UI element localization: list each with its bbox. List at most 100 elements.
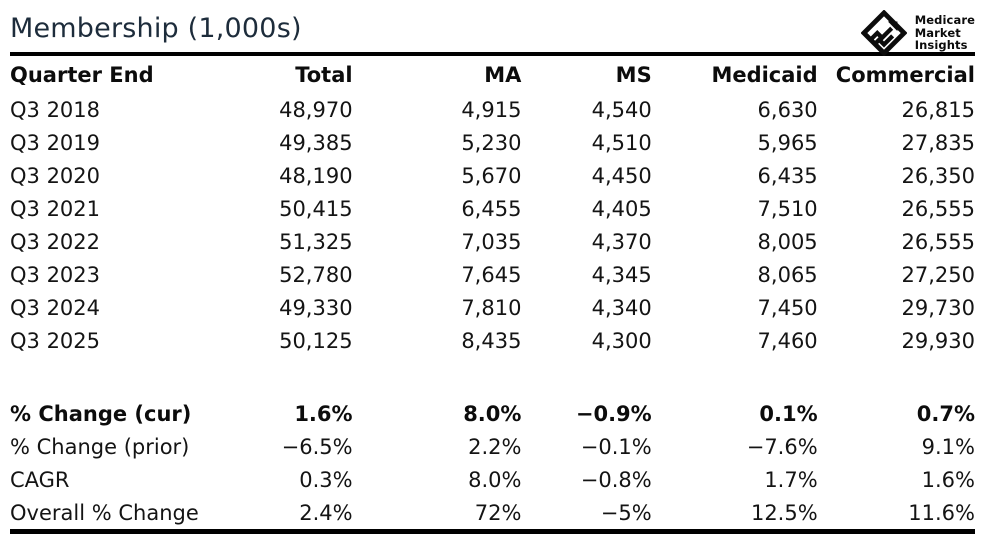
value-cell: 7,035 bbox=[461, 229, 522, 254]
value-cell: 0.3% bbox=[299, 467, 353, 492]
value-cell: 8,065 bbox=[757, 262, 818, 287]
value-cell: 27,835 bbox=[901, 130, 975, 155]
spacer-cell bbox=[10, 357, 975, 397]
table-row: Q3 2018 48,970 4,915 4,540 6,630 26,815 bbox=[10, 93, 975, 126]
value-cell: 0.7% bbox=[916, 401, 975, 426]
value-cell: 7,510 bbox=[757, 196, 818, 221]
value-cell: 7,645 bbox=[461, 262, 522, 287]
value-cell: 1.6% bbox=[294, 401, 353, 426]
summary-row-cagr: CAGR 0.3% 8.0% −0.8% 1.7% 1.6% bbox=[10, 463, 975, 496]
table-row: Q3 2020 48,190 5,670 4,450 6,435 26,350 bbox=[10, 159, 975, 192]
value-cell: 4,510 bbox=[591, 130, 652, 155]
value-cell: 9.1% bbox=[921, 434, 975, 459]
value-cell: 49,330 bbox=[279, 295, 353, 320]
value-cell: 26,555 bbox=[901, 229, 975, 254]
value-cell: 29,930 bbox=[901, 328, 975, 353]
value-cell: 12.5% bbox=[750, 500, 818, 525]
row-label-cell: Q3 2024 bbox=[10, 295, 101, 320]
value-cell: 26,350 bbox=[901, 163, 975, 188]
value-cell: −0.1% bbox=[580, 434, 652, 459]
table-row: Q3 2025 50,125 8,435 4,300 7,460 29,930 bbox=[10, 324, 975, 357]
value-cell: 4,300 bbox=[591, 328, 652, 353]
value-cell: 2.4% bbox=[299, 500, 353, 525]
row-label-cell: Q3 2023 bbox=[10, 262, 101, 287]
value-cell: 5,230 bbox=[461, 130, 522, 155]
row-label-cell: Overall % Change bbox=[10, 500, 199, 525]
value-cell: 50,125 bbox=[279, 328, 353, 353]
value-cell: 7,460 bbox=[757, 328, 818, 353]
value-cell: −6.5% bbox=[281, 434, 353, 459]
value-cell: 11.6% bbox=[908, 500, 975, 525]
value-cell: −7.6% bbox=[746, 434, 818, 459]
value-cell: 5,965 bbox=[757, 130, 818, 155]
page-header: Membership (1,000s) Medicare Market Insi… bbox=[0, 0, 987, 56]
column-header-ma: MA bbox=[484, 62, 522, 87]
column-header-commercial: Commercial bbox=[835, 62, 975, 87]
row-label-cell: Q3 2018 bbox=[10, 97, 101, 122]
row-label-cell: % Change (prior) bbox=[10, 434, 190, 459]
value-cell: 8.0% bbox=[468, 467, 522, 492]
value-cell: 48,970 bbox=[279, 97, 353, 122]
value-cell: 0.1% bbox=[759, 401, 818, 426]
value-cell: −0.9% bbox=[575, 401, 652, 426]
value-cell: 4,540 bbox=[591, 97, 652, 122]
column-header-quarter-end: Quarter End bbox=[10, 62, 154, 87]
summary-row-overall-pct-change: Overall % Change 2.4% 72% −5% 12.5% 11.6… bbox=[10, 496, 975, 532]
value-cell: −0.8% bbox=[580, 467, 652, 492]
value-cell: 4,450 bbox=[591, 163, 652, 188]
summary-row-pct-change-prior: % Change (prior) −6.5% 2.2% −0.1% −7.6% … bbox=[10, 430, 975, 463]
value-cell: 26,815 bbox=[901, 97, 975, 122]
header-row: Quarter End Total MA MS Medicaid Commerc… bbox=[10, 54, 975, 93]
value-cell: 48,190 bbox=[279, 163, 353, 188]
value-cell: 8,005 bbox=[757, 229, 818, 254]
value-cell: 6,630 bbox=[757, 97, 818, 122]
value-cell: 72% bbox=[474, 500, 522, 525]
value-cell: 4,340 bbox=[591, 295, 652, 320]
value-cell: 49,385 bbox=[279, 130, 353, 155]
row-label-cell: Q3 2025 bbox=[10, 328, 101, 353]
brand-line-1: Medicare bbox=[914, 13, 975, 28]
value-cell: 52,780 bbox=[279, 262, 353, 287]
brand-line-2: Market bbox=[914, 25, 961, 40]
row-label-cell: Q3 2019 bbox=[10, 130, 101, 155]
table-row: Q3 2019 49,385 5,230 4,510 5,965 27,835 bbox=[10, 126, 975, 159]
value-cell: 1.6% bbox=[921, 467, 975, 492]
row-label-cell: CAGR bbox=[10, 467, 70, 492]
row-label-cell: Q3 2021 bbox=[10, 196, 101, 221]
column-header-total: Total bbox=[295, 62, 353, 87]
table-row: Q3 2021 50,415 6,455 4,405 7,510 26,555 bbox=[10, 192, 975, 225]
value-cell: 4,405 bbox=[591, 196, 652, 221]
value-cell: 27,250 bbox=[901, 262, 975, 287]
value-cell: 26,555 bbox=[901, 196, 975, 221]
value-cell: 2.2% bbox=[468, 434, 522, 459]
row-label-cell: % Change (cur) bbox=[10, 401, 192, 426]
brand-name: Medicare Market Insights bbox=[914, 13, 975, 53]
spacer-row bbox=[10, 357, 975, 397]
value-cell: 4,915 bbox=[461, 97, 522, 122]
row-label-cell: Q3 2022 bbox=[10, 229, 101, 254]
value-cell: 5,670 bbox=[461, 163, 522, 188]
brand-mark-icon bbox=[860, 10, 907, 56]
table-row: Q3 2023 52,780 7,645 4,345 8,065 27,250 bbox=[10, 258, 975, 291]
brand-line-3: Insights bbox=[914, 38, 968, 53]
membership-table: Quarter End Total MA MS Medicaid Commerc… bbox=[10, 52, 975, 534]
table-row: Q3 2022 51,325 7,035 4,370 8,005 26,555 bbox=[10, 225, 975, 258]
value-cell: 8,435 bbox=[461, 328, 522, 353]
brand-logo: Medicare Market Insights bbox=[860, 10, 975, 56]
value-cell: 1.7% bbox=[764, 467, 818, 492]
table-row: Q3 2024 49,330 7,810 4,340 7,450 29,730 bbox=[10, 291, 975, 324]
summary-row-pct-change-current: % Change (cur) 1.6% 8.0% −0.9% 0.1% 0.7% bbox=[10, 397, 975, 430]
value-cell: 8.0% bbox=[463, 401, 522, 426]
column-header-medicaid: Medicaid bbox=[711, 62, 818, 87]
value-cell: 4,370 bbox=[591, 229, 652, 254]
value-cell: 4,345 bbox=[591, 262, 652, 287]
page-title: Membership (1,000s) bbox=[10, 13, 302, 44]
value-cell: 29,730 bbox=[901, 295, 975, 320]
value-cell: −5% bbox=[600, 500, 652, 525]
value-cell: 7,810 bbox=[461, 295, 522, 320]
value-cell: 51,325 bbox=[279, 229, 353, 254]
value-cell: 6,455 bbox=[461, 196, 522, 221]
column-header-ms: MS bbox=[615, 62, 652, 87]
value-cell: 6,435 bbox=[757, 163, 818, 188]
